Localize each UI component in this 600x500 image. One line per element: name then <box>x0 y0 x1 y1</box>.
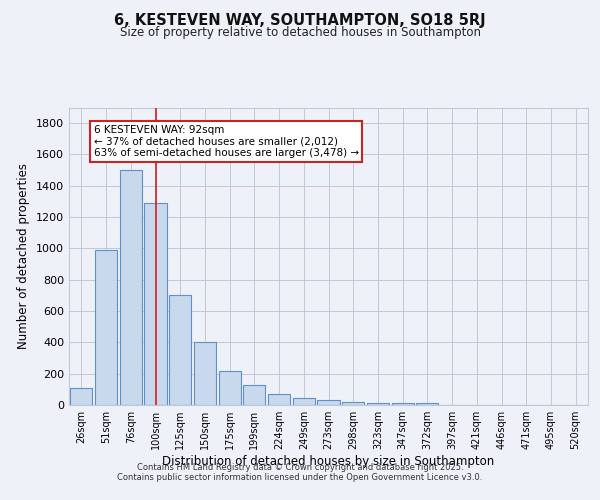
Bar <box>342 402 364 405</box>
Bar <box>95 250 117 405</box>
Text: Size of property relative to detached houses in Southampton: Size of property relative to detached ho… <box>119 26 481 39</box>
Bar <box>317 400 340 405</box>
Y-axis label: Number of detached properties: Number of detached properties <box>17 163 31 350</box>
Bar <box>70 388 92 405</box>
X-axis label: Distribution of detached houses by size in Southampton: Distribution of detached houses by size … <box>163 455 494 468</box>
Text: 6, KESTEVEN WAY, SOUTHAMPTON, SO18 5RJ: 6, KESTEVEN WAY, SOUTHAMPTON, SO18 5RJ <box>114 12 486 28</box>
Bar <box>119 170 142 405</box>
Text: 6 KESTEVEN WAY: 92sqm
← 37% of detached houses are smaller (2,012)
63% of semi-d: 6 KESTEVEN WAY: 92sqm ← 37% of detached … <box>94 124 359 158</box>
Text: Contains HM Land Registry data © Crown copyright and database right 2025.: Contains HM Land Registry data © Crown c… <box>137 462 463 471</box>
Bar <box>268 394 290 405</box>
Bar <box>392 403 414 405</box>
Bar <box>218 372 241 405</box>
Bar <box>416 404 439 405</box>
Bar <box>194 342 216 405</box>
Bar <box>145 203 167 405</box>
Bar <box>243 384 265 405</box>
Bar <box>367 402 389 405</box>
Bar <box>293 398 315 405</box>
Text: Contains public sector information licensed under the Open Government Licence v3: Contains public sector information licen… <box>118 472 482 482</box>
Bar <box>169 296 191 405</box>
